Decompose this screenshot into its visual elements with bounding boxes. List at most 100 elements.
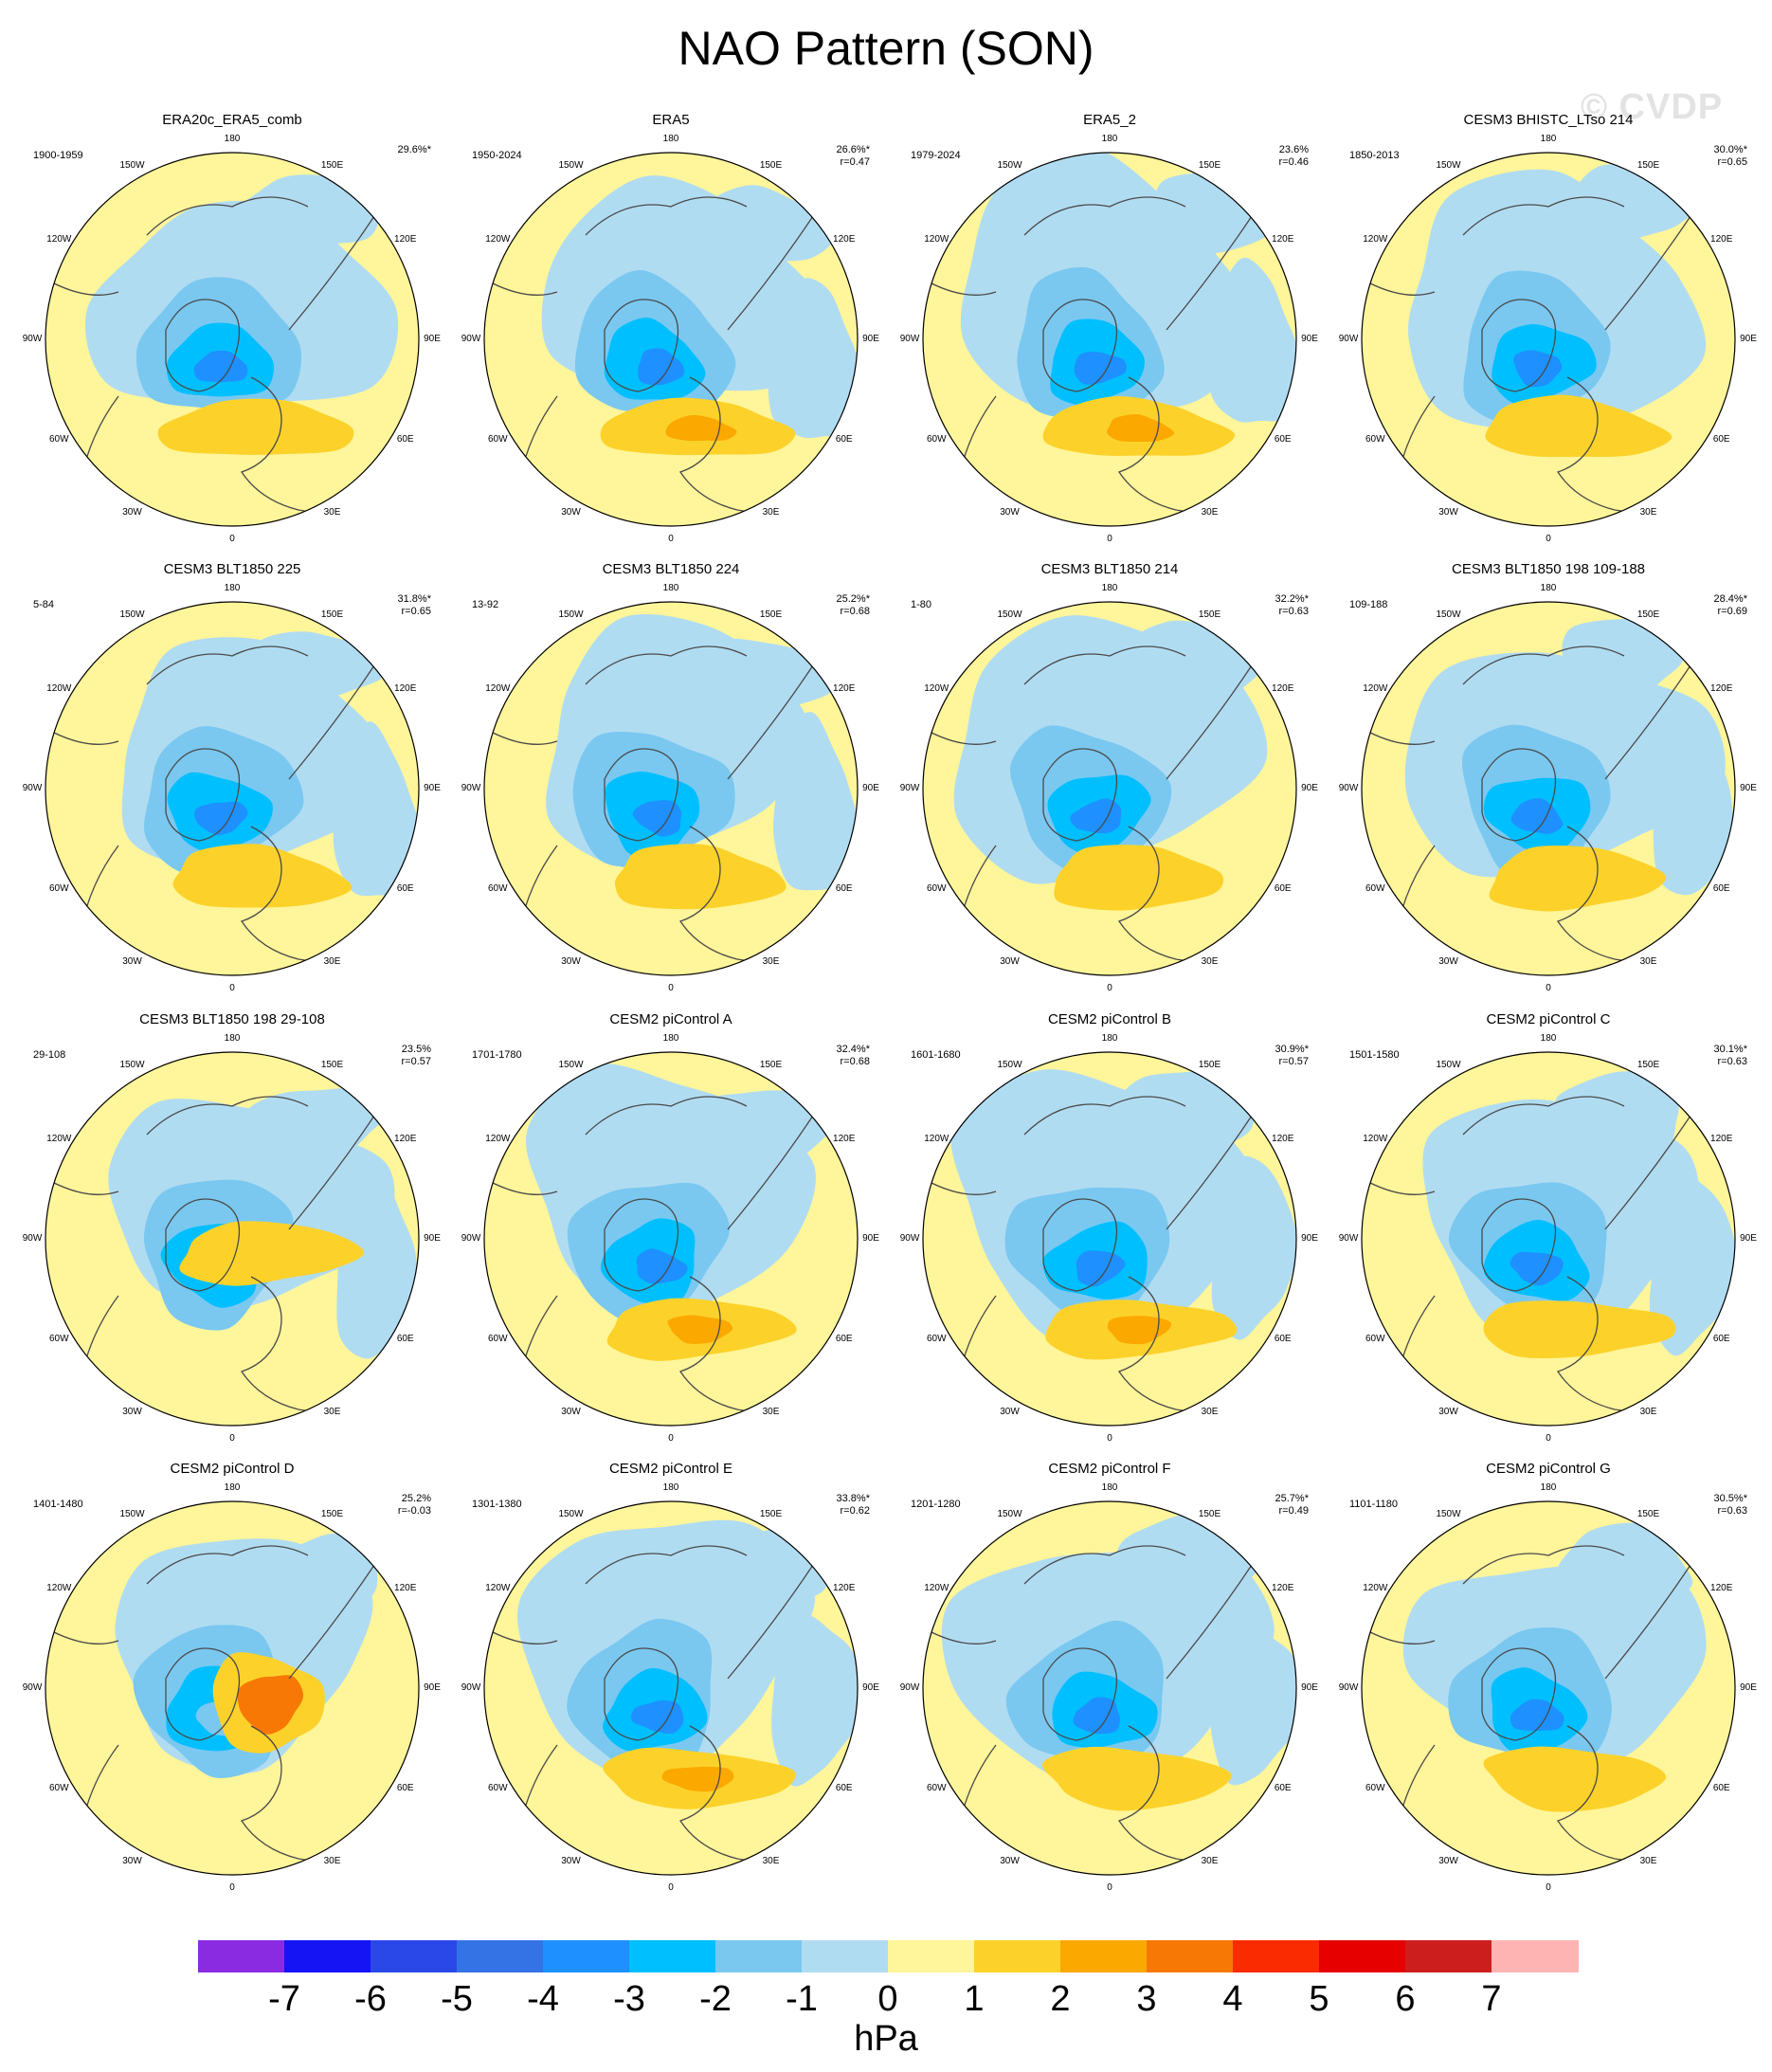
polar-map	[45, 601, 420, 976]
panel-pct: 29.6%*	[397, 144, 431, 155]
colorbar-tick-label: -1	[786, 1979, 818, 2019]
colorbar-swatch	[1233, 1940, 1320, 1972]
colorbar-tick-label: -3	[613, 1979, 645, 2019]
longitude-label: 180	[662, 583, 679, 593]
longitude-label: 90W	[22, 783, 43, 793]
longitude-label: 90W	[899, 334, 920, 344]
longitude-label: 30E	[323, 955, 341, 967]
panel-title: ERA5_2	[1083, 112, 1136, 128]
panel-variance-stats: 30.0%* r=0.65	[1714, 144, 1747, 169]
longitude-label: 120E	[1272, 1582, 1294, 1593]
longitude-label: 30E	[1639, 955, 1657, 967]
panel-pct: 30.5%*	[1713, 1493, 1747, 1504]
panel-title: CESM3 BLT1850 214	[1040, 561, 1179, 577]
longitude-label: 60E	[396, 1333, 414, 1344]
panel-years: 1850-2013	[1349, 150, 1400, 161]
panel-title: CESM2 piControl F	[1048, 1461, 1171, 1477]
longitude-label: 30W	[561, 955, 581, 967]
longitude-label: 120W	[485, 682, 511, 694]
colorbar-tick-label: 4	[1222, 1979, 1243, 2019]
longitude-label: 120W	[46, 682, 72, 694]
longitude-label: 0	[1546, 1433, 1551, 1444]
map-panel: CESM2 piControl C 1501-1580 30.1%* r=0.63 18…	[1339, 1011, 1757, 1447]
polar-map	[1361, 152, 1736, 527]
longitude-label: 150W	[1436, 160, 1461, 172]
panel-pct: 30.0%*	[1713, 144, 1747, 155]
longitude-label: 30W	[561, 1406, 581, 1417]
map-panels-grid: ERA20c_ERA5_comb 1900-1959 29.6%* 180 150E 12…	[22, 112, 1757, 1893]
map-panel: CESM3 BHISTC_LTso 214 1850-2013 30.0%* r=0.…	[1339, 112, 1757, 548]
colorbar-tick-label: -2	[699, 1979, 732, 2019]
panel-pct: 23.5%	[401, 1044, 431, 1055]
longitude-label: 150E	[1636, 1509, 1660, 1520]
colorbar-swatch	[888, 1940, 975, 1972]
colorbar	[198, 1940, 1579, 1972]
map-panel: CESM2 piControl A 1701-1780 32.4%* r=0.68 18…	[461, 1011, 879, 1447]
longitude-label: 60E	[1274, 433, 1292, 445]
longitude-label: 120W	[46, 1133, 72, 1144]
panel-years: 109-188	[1349, 599, 1388, 610]
nao-high-center	[1100, 1766, 1170, 1793]
longitude-label: 90E	[1301, 1682, 1318, 1693]
longitude-label: 60E	[1712, 433, 1730, 445]
longitude-label: 120W	[1363, 233, 1388, 245]
nao-low-center	[636, 1248, 688, 1284]
longitude-label: 180	[662, 1482, 679, 1493]
panel-years: 1301-1380	[472, 1499, 522, 1510]
longitude-label: 120W	[924, 1582, 949, 1593]
longitude-label: 120E	[394, 682, 417, 694]
longitude-label: 120E	[1710, 1133, 1733, 1144]
longitude-label: 120E	[1710, 1582, 1733, 1593]
nao-high-center	[1541, 1765, 1607, 1793]
longitude-label: 90W	[461, 1233, 481, 1244]
longitude-label: 180	[224, 583, 241, 593]
polar-map	[483, 1051, 859, 1427]
longitude-label: 30E	[1201, 955, 1219, 967]
longitude-label: 90W	[461, 334, 481, 344]
longitude-label: 180	[662, 134, 679, 144]
longitude-label: 60W	[926, 882, 947, 894]
longitude-label: 90W	[1338, 783, 1359, 793]
longitude-label: 120W	[485, 233, 511, 245]
panel-years: 1501-1580	[1349, 1049, 1400, 1061]
longitude-label: 150E	[1198, 1509, 1221, 1520]
panel-variance-stats: 30.5%* r=0.63	[1714, 1493, 1747, 1518]
panel-variance-stats: 25.2% r=-0.03	[398, 1493, 431, 1518]
longitude-label: 90E	[1740, 783, 1757, 793]
panel-pct: 23.6%	[1278, 144, 1309, 155]
panel-r: r=0.49	[1278, 1505, 1310, 1517]
panel-r: r=0.68	[840, 606, 871, 617]
longitude-label: 60E	[1274, 882, 1292, 894]
panel-title: CESM3 BLT1850 198 109-188	[1451, 561, 1646, 577]
colorbar-swatch	[715, 1940, 803, 1972]
longitude-label: 150W	[558, 1060, 584, 1071]
longitude-label: 60W	[48, 433, 69, 445]
longitude-label: 180	[662, 1033, 679, 1044]
longitude-label: 180	[1101, 583, 1118, 593]
colorbar-swatch	[457, 1940, 544, 1972]
colorbar-swatch	[629, 1940, 716, 1972]
longitude-label: 30E	[1201, 1855, 1219, 1866]
longitude-label: 30E	[762, 1855, 780, 1866]
longitude-label: 30W	[1438, 955, 1458, 967]
colorbar-swatch	[1060, 1940, 1148, 1972]
longitude-label: 60E	[835, 1333, 853, 1344]
longitude-label: 30E	[762, 506, 780, 518]
map-panel: CESM3 BLT1850 198 29-108 29-108 23.5% r=0.5…	[23, 1011, 441, 1447]
longitude-label: 120E	[1272, 1133, 1294, 1144]
longitude-label: 30E	[323, 506, 341, 518]
longitude-label: 60E	[396, 1782, 414, 1793]
polar-map	[483, 601, 859, 976]
longitude-label: 90W	[22, 1233, 43, 1244]
longitude-label: 60E	[1712, 882, 1730, 894]
longitude-label: 150E	[759, 160, 783, 172]
longitude-label: 90E	[424, 334, 441, 344]
panel-years: 1101-1180	[1349, 1499, 1398, 1510]
longitude-label: 30W	[122, 1855, 142, 1866]
panel-title: CESM2 piControl D	[170, 1461, 295, 1477]
nao-low-center	[631, 1699, 684, 1735]
longitude-label: 90E	[862, 783, 879, 793]
panel-variance-stats: 23.5% r=0.57	[402, 1044, 432, 1068]
longitude-label: 90E	[1301, 1233, 1318, 1244]
longitude-label: 60W	[487, 1782, 508, 1793]
